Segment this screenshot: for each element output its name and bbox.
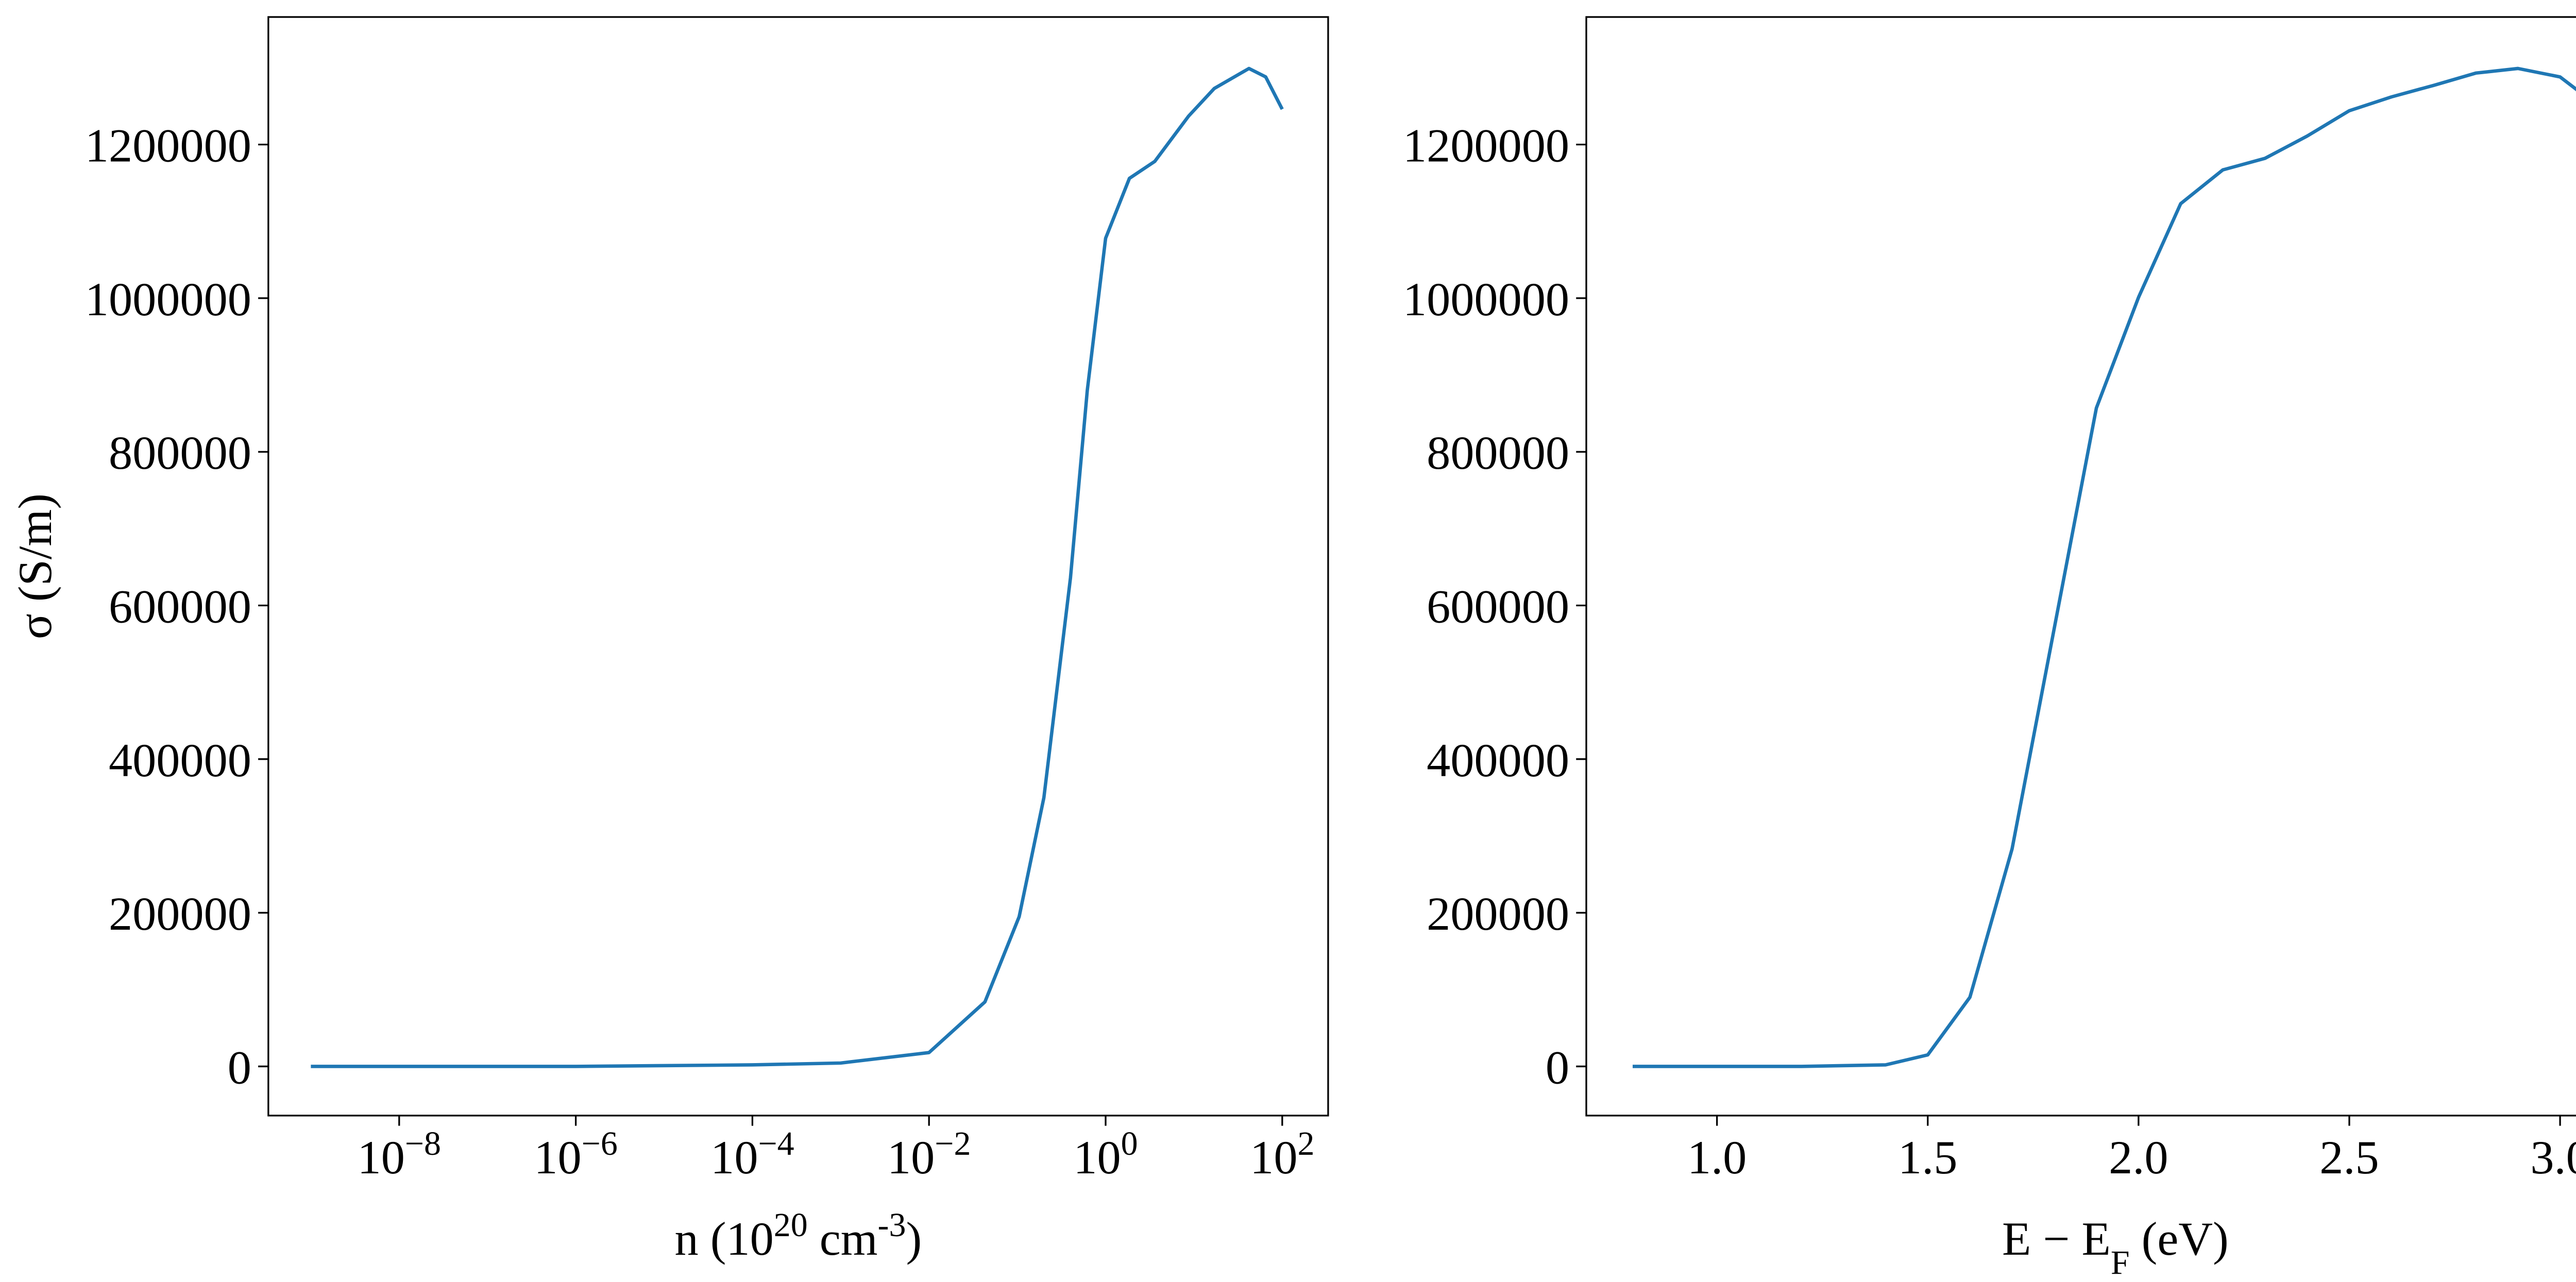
y-axis-label: σ (S/m) (9, 493, 61, 639)
x-axis-label: E − EF (eV) (2002, 1212, 2229, 1281)
y-tick-label: 800000 (109, 426, 251, 479)
data-line (311, 66, 1284, 1068)
y-tick-label: 600000 (1427, 580, 1569, 633)
y-tick-label: 0 (228, 1041, 251, 1093)
x-tick-label: 10−2 (887, 1124, 971, 1184)
x-tick-label: 10−4 (710, 1124, 794, 1184)
x-tick-label: 3.0 (2530, 1131, 2576, 1184)
y-tick-label: 1200000 (1403, 119, 1569, 172)
y-tick-label: 1000000 (1403, 273, 1569, 326)
plot-frame (1585, 16, 2576, 1117)
y-tick-label: 800000 (1427, 426, 1569, 479)
x-tick-label: 100 (1073, 1124, 1138, 1184)
x-tick-label: 10−8 (358, 1124, 441, 1184)
y-tick-label: 200000 (1427, 887, 1569, 940)
x-axis-label: n (1020 cm-3) (675, 1206, 922, 1266)
x-tick-label: 1.5 (1898, 1131, 1957, 1184)
data-line (1632, 66, 2576, 1068)
x-tick-label: 102 (1250, 1124, 1314, 1184)
plot-frame (267, 16, 1329, 1117)
x-tick-label: 10−6 (534, 1124, 617, 1184)
y-tick-label: 200000 (109, 887, 251, 940)
x-tick-label: 2.0 (2109, 1131, 2168, 1184)
y-tick-label: 0 (1546, 1041, 1569, 1093)
x-tick-label: 1.0 (1687, 1131, 1747, 1184)
y-tick-label: 400000 (109, 734, 251, 787)
y-tick-label: 400000 (1427, 734, 1569, 787)
y-tick-label: 600000 (109, 580, 251, 633)
y-tick-label: 1000000 (85, 273, 251, 326)
x-tick-label: 2.5 (2319, 1131, 2379, 1184)
y-tick-label: 1200000 (85, 119, 251, 172)
